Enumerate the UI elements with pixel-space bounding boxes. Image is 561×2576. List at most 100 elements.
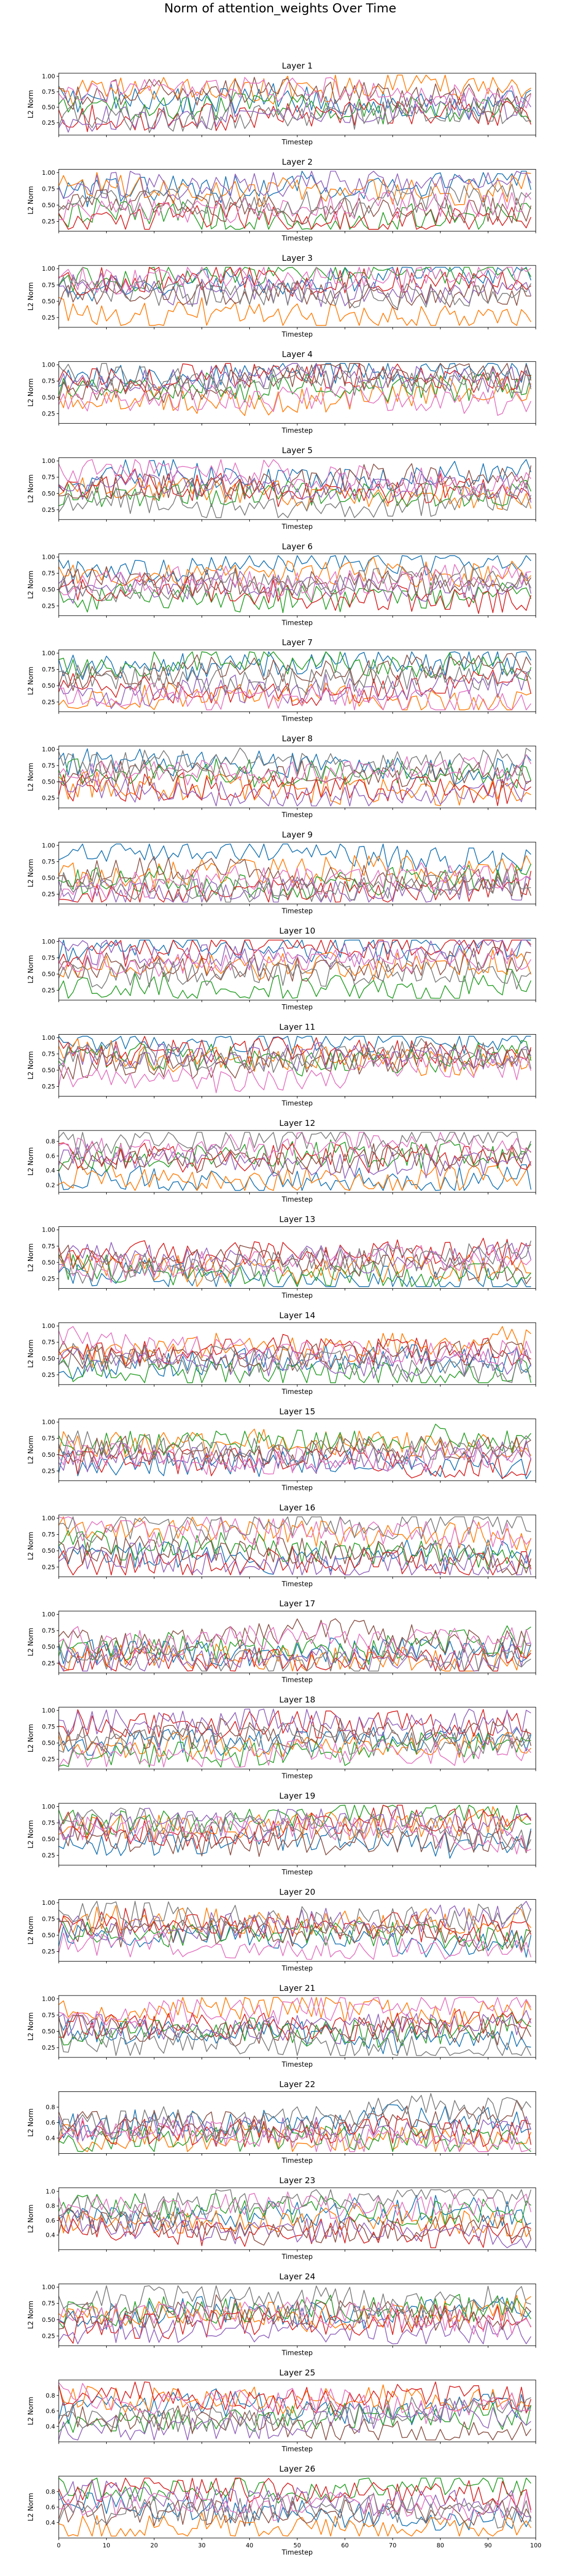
series-line [59,1813,532,1855]
y-tick-label: 0.50 [42,971,55,978]
series-group [59,74,532,134]
subplot-layer-21: Layer 21 0.25 0.50 0.75 1.00 Timestep L2 Norm [27,1983,536,2069]
series-line [59,384,532,416]
y-tick-label: 0.25 [42,602,55,609]
series-line [59,267,532,292]
series-line [59,653,532,691]
series-line [59,1326,532,1369]
subplot-layer-18: Layer 18 0.25 0.50 0.75 1.00 Timestep L2 Norm [27,1695,536,1781]
series-line [59,276,532,309]
y-tick-label: 0.4 [46,2519,55,2526]
x-axis-label: Timestep [281,1773,313,1781]
x-tick-label: 70 [389,2541,397,2549]
x-tick-label: 0 [57,2541,60,2549]
y-tick-label: 0.8 [46,2103,55,2110]
y-tick-label: 0.25 [42,794,55,802]
y-tick-label: 1.00 [42,265,55,272]
series-line [59,939,532,967]
subplot-layer-22: Layer 22 0.4 0.6 0.8 Timestep L2 Norm [27,2079,536,2165]
y-tick-label: 1.00 [42,169,55,176]
series-line [59,1143,532,1175]
x-axis-label: Timestep [281,1292,313,1300]
y-tick-label: 0.6 [46,2503,55,2511]
series-group [59,1618,532,1672]
y-tick-label: 0.50 [42,1355,55,1362]
series-line [59,267,532,295]
series-line [59,2493,532,2529]
series-line [59,651,532,681]
series-line [59,663,532,695]
subplot-title: Layer 16 [279,1503,315,1513]
series-line [59,469,532,503]
y-tick-label: 1.00 [42,1034,55,1041]
series-line [59,2391,532,2432]
series-line [59,1622,532,1658]
series-line [59,871,532,903]
series-group [59,1997,532,2056]
x-tick-label: 40 [246,2541,253,2549]
series-line [59,564,531,601]
series-line [59,754,532,786]
y-tick-label: 0.25 [42,1083,55,1090]
y-tick-label: 1.00 [42,745,55,753]
y-axis-label: L2 Norm [27,859,35,887]
subplot-title: Layer 15 [279,1406,315,1416]
series-line [59,855,532,890]
x-axis-label: Timestep [281,523,313,531]
series-group [59,2478,532,2537]
series-line [59,77,532,114]
y-tick-label: 0.50 [42,874,55,882]
y-tick-label: 1.00 [42,650,55,657]
x-axis-label: Timestep [281,1676,313,1684]
x-tick-label: 90 [484,2541,492,2549]
subplot-layer-5: Layer 5 0.25 0.50 0.75 1.00 Timestep L2 Norm [27,445,536,531]
subplot-layer-10: Layer 10 0.25 0.50 0.75 1.00 Timestep L2 Norm [27,926,536,1011]
series-line [59,682,532,710]
subplot-title: Layer 21 [279,1983,315,1993]
series-group [59,2381,532,2441]
x-tick-label: 10 [103,2541,110,2549]
y-tick-label: 0.6 [46,2407,55,2415]
series-group [59,1708,532,1768]
subplot-title: Layer 11 [279,1022,315,1032]
y-tick-label: 1.00 [42,1419,55,1426]
series-line [59,1542,532,1575]
series-line [59,772,532,806]
series-line [59,571,532,604]
subplot-title: Layer 23 [279,2175,315,2185]
series-line [59,758,532,789]
x-axis-label: Timestep [281,331,313,339]
y-tick-label: 1.00 [42,1611,55,1618]
series-line [59,171,532,200]
y-axis-label: L2 Norm [27,282,35,310]
series-line [59,1242,532,1283]
series-line [59,2189,532,2221]
x-axis-label: Timestep [281,1869,313,1876]
subplot-layer-14: Layer 14 0.25 0.50 0.75 1.00 Timestep L2 Norm [27,1310,536,1396]
series-line [59,2122,532,2152]
series-line [59,2382,531,2424]
series-line [59,1132,532,1155]
y-tick-label: 0.75 [42,2300,55,2307]
series-line [59,1259,531,1287]
series-line [59,1164,532,1191]
series-group [59,363,532,417]
series-line [59,1036,532,1070]
series-line [59,2114,532,2146]
series-line [59,1901,532,1943]
y-axis-label: L2 Norm [27,2108,35,2137]
series-group [59,651,532,710]
series-group [59,1804,532,1859]
series-line [59,2399,532,2441]
y-tick-label: 0.8 [46,2202,55,2209]
y-axis-label: L2 Norm [27,1339,35,1368]
x-tick-label: 30 [198,2541,206,2549]
y-axis-label: L2 Norm [27,378,35,407]
series-line [59,1036,531,1057]
series-line [59,1643,532,1672]
x-axis-label: Timestep [281,1388,313,1396]
x-axis-label: Timestep [281,2549,313,2556]
subplot-layer-20: Layer 20 0.25 0.50 0.75 1.00 Timestep L2 Norm [27,1887,536,1973]
y-axis-label: L2 Norm [27,2301,35,2329]
